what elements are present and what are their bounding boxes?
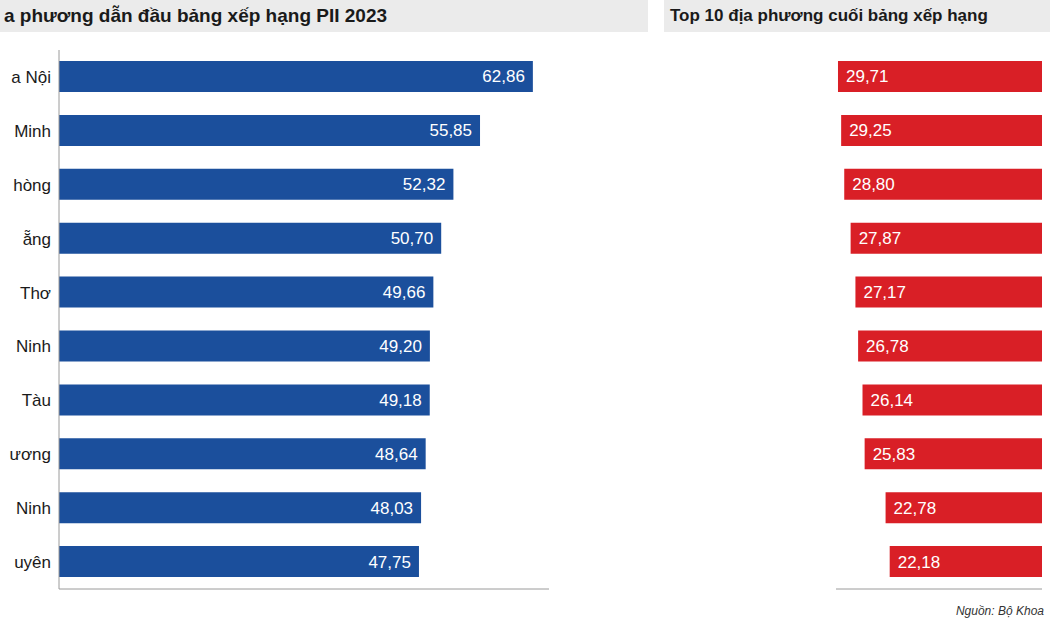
svg-text:62,86: 62,86 — [482, 67, 525, 86]
svg-text:uyên: uyên — [14, 553, 51, 572]
svg-text:55,85: 55,85 — [429, 121, 472, 140]
svg-text:ương: ương — [10, 445, 51, 464]
svg-text:49,20: 49,20 — [379, 337, 422, 356]
svg-text:hòng: hòng — [13, 176, 51, 195]
svg-text:Thơ: Thơ — [20, 284, 51, 303]
svg-text:26,14: 26,14 — [871, 391, 914, 410]
svg-text:29,71: 29,71 — [846, 67, 889, 86]
svg-text:Ninh: Ninh — [16, 499, 51, 518]
svg-text:22,78: 22,78 — [894, 499, 937, 518]
svg-text:29,25: 29,25 — [849, 121, 892, 140]
html-text:Nguồn: Bộ Khoa: Nguồn: Bộ Khoa — [955, 604, 1044, 618]
html-text:Top 10 địa phương cuối bảng xế: Top 10 địa phương cuối bảng xếp hạng — [670, 6, 988, 25]
html-text:a phương dẫn đầu bảng xếp hạng: a phương dẫn đầu bảng xếp hạng PII 2023 — [4, 5, 388, 26]
svg-text:49,66: 49,66 — [383, 283, 426, 302]
svg-text:28,80: 28,80 — [852, 175, 895, 194]
svg-text:27,17: 27,17 — [863, 283, 906, 302]
svg-text:a Nội: a Nội — [11, 68, 51, 87]
svg-text:27,87: 27,87 — [859, 229, 902, 248]
svg-text:48,03: 48,03 — [371, 499, 414, 518]
svg-text:52,32: 52,32 — [403, 175, 446, 194]
svg-text:48,64: 48,64 — [375, 445, 418, 464]
svg-text:22,18: 22,18 — [898, 553, 941, 572]
svg-text:ẵng: ẵng — [23, 230, 51, 249]
svg-text:47,75: 47,75 — [368, 553, 411, 572]
svg-text:50,70: 50,70 — [391, 229, 434, 248]
svg-text:Ninh: Ninh — [16, 337, 51, 356]
svg-text:Minh: Minh — [14, 122, 51, 141]
svg-text:25,83: 25,83 — [873, 445, 916, 464]
svg-text:26,78: 26,78 — [866, 337, 909, 356]
svg-text:49,18: 49,18 — [379, 391, 422, 410]
svg-text:Tàu: Tàu — [22, 391, 51, 410]
